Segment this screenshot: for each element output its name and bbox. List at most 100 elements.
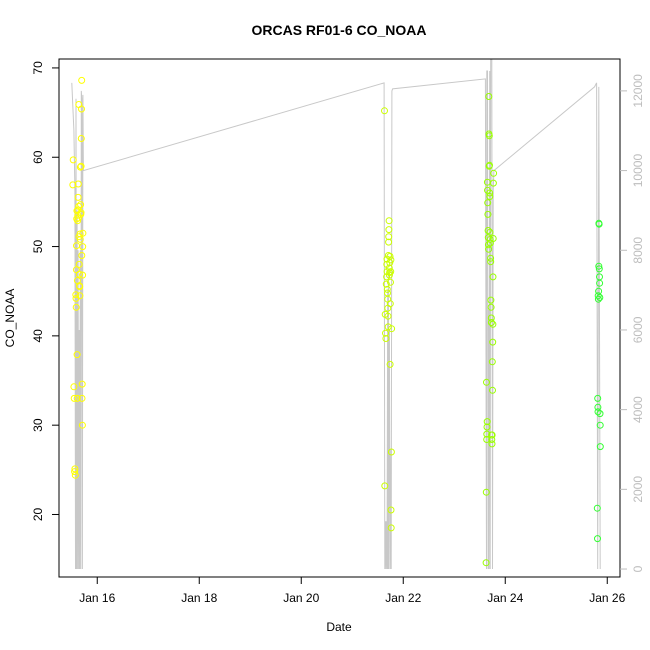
data-point — [78, 394, 86, 402]
data-point — [483, 430, 491, 438]
data-point — [73, 351, 81, 359]
data-point — [76, 283, 84, 291]
data-point — [78, 252, 86, 259]
y-tick-label: 20 — [31, 507, 45, 521]
data-point — [75, 260, 83, 268]
data-point — [482, 488, 490, 496]
data-point — [79, 243, 87, 251]
data-point — [489, 235, 497, 242]
y2-tick-label: 2000 — [631, 476, 645, 503]
data-point — [387, 268, 395, 276]
data-point — [76, 163, 84, 171]
data-point — [387, 506, 395, 514]
x-axis-label: Date — [326, 620, 352, 634]
data-point — [385, 233, 393, 241]
data-point — [482, 559, 490, 567]
data-point — [388, 325, 396, 333]
y-tick-label: 70 — [31, 61, 45, 75]
data-point — [596, 279, 604, 287]
data-point — [596, 443, 604, 451]
scatter-points-layer — [69, 76, 604, 567]
data-point — [78, 380, 86, 388]
y-tick-label: 30 — [31, 418, 45, 432]
data-point — [484, 199, 492, 207]
data-point — [385, 217, 393, 225]
data-point — [69, 156, 77, 164]
data-point — [76, 235, 84, 243]
data-point — [487, 254, 495, 262]
y-tick-label: 40 — [31, 329, 45, 343]
data-point — [384, 323, 392, 331]
x-axis: Jan 16 Jan 18 Jan 20 Jan 22 Jan 24 Jan 26 — [79, 576, 626, 605]
data-point — [76, 292, 84, 300]
data-point — [74, 193, 82, 201]
x-tick-label: Jan 16 — [79, 591, 115, 605]
data-point — [594, 292, 602, 300]
data-point — [483, 418, 491, 426]
data-point — [383, 285, 391, 293]
data-point — [386, 360, 394, 368]
data-point — [594, 403, 602, 411]
data-point — [485, 132, 493, 140]
data-point — [487, 303, 495, 311]
data-point — [483, 378, 490, 386]
y2-tick-label: 0 — [631, 565, 645, 572]
data-point — [486, 193, 494, 200]
data-point — [71, 471, 79, 479]
y-tick-label: 60 — [31, 150, 45, 164]
x-tick-label: Jan 24 — [487, 591, 523, 605]
data-point — [489, 386, 496, 394]
y2-tick-label: 8000 — [631, 237, 645, 264]
y-axis-label: CO_NOAA — [3, 289, 17, 348]
data-point — [384, 312, 392, 320]
x-tick-label: Jan 18 — [181, 591, 217, 605]
data-point — [74, 180, 82, 188]
data-point — [386, 269, 394, 276]
data-point — [483, 436, 491, 443]
y-axis-right: 0 2000 4000 6000 8000 10000 12000 — [620, 74, 645, 572]
data-point — [386, 300, 394, 308]
data-point — [382, 329, 389, 337]
data-point — [381, 482, 389, 490]
data-point — [79, 271, 87, 279]
data-point — [76, 230, 84, 238]
y2-tick-label: 4000 — [631, 396, 645, 423]
data-point — [486, 235, 494, 243]
data-point — [489, 338, 497, 346]
data-point — [596, 421, 604, 429]
data-point — [489, 320, 497, 328]
data-point — [485, 245, 493, 253]
data-point — [484, 210, 492, 218]
data-point — [490, 169, 498, 177]
data-point — [595, 287, 603, 295]
data-point — [487, 296, 495, 304]
data-point — [594, 295, 602, 303]
data-point — [72, 291, 80, 299]
data-point — [78, 76, 86, 84]
data-point — [489, 273, 497, 281]
x-tick-label: Jan 20 — [283, 591, 319, 605]
y2-tick-label: 6000 — [631, 316, 645, 343]
data-point — [71, 468, 79, 476]
data-point — [594, 394, 602, 402]
data-point — [488, 440, 496, 448]
data-point — [487, 314, 495, 322]
y2-tick-label: 10000 — [631, 154, 645, 188]
data-point — [596, 294, 604, 301]
data-point — [78, 105, 85, 113]
data-point — [385, 271, 393, 279]
y-tick-label: 50 — [31, 240, 45, 254]
data-point — [72, 303, 80, 311]
data-point — [595, 220, 603, 228]
data-point — [596, 410, 604, 418]
data-point — [387, 448, 395, 456]
data-point — [486, 189, 494, 197]
data-point — [594, 535, 601, 543]
data-point — [488, 436, 496, 443]
data-point — [489, 179, 497, 187]
x-tick-label: Jan 22 — [385, 591, 421, 605]
data-point — [77, 162, 85, 170]
data-point — [486, 161, 493, 169]
